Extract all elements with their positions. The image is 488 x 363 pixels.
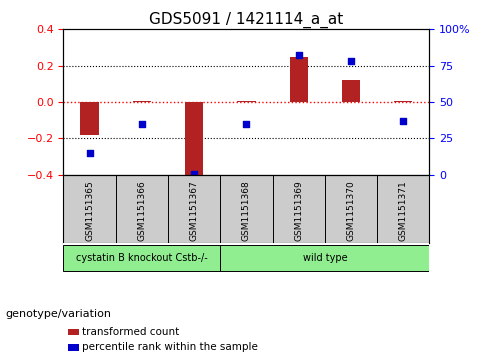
Bar	[185, 102, 203, 177]
Bar	[81, 102, 99, 135]
FancyBboxPatch shape	[63, 245, 220, 271]
FancyBboxPatch shape	[220, 245, 429, 271]
Text: percentile rank within the sample: percentile rank within the sample	[82, 342, 258, 352]
Bar	[289, 57, 308, 102]
Text: GSM1151370: GSM1151370	[346, 180, 356, 241]
Bar	[342, 80, 360, 102]
Text: GSM1151369: GSM1151369	[294, 180, 303, 241]
Bar	[394, 101, 412, 102]
Text: GSM1151366: GSM1151366	[137, 180, 146, 241]
Title: GDS5091 / 1421114_a_at: GDS5091 / 1421114_a_at	[149, 12, 344, 28]
Text: transformed count: transformed count	[82, 327, 179, 337]
Point	[399, 118, 407, 124]
Text: genotype/variation: genotype/variation	[5, 309, 111, 319]
Text: wild type: wild type	[303, 253, 347, 263]
Point	[86, 150, 94, 156]
Text: GSM1151368: GSM1151368	[242, 180, 251, 241]
Bar	[237, 101, 256, 102]
Point	[190, 171, 198, 176]
Text: GSM1151371: GSM1151371	[399, 180, 408, 241]
Text: GSM1151367: GSM1151367	[190, 180, 199, 241]
Point	[138, 121, 146, 127]
Bar	[133, 101, 151, 102]
Point	[295, 52, 303, 58]
Text: cystatin B knockout Cstb-/-: cystatin B knockout Cstb-/-	[76, 253, 208, 263]
Text: GSM1151365: GSM1151365	[85, 180, 94, 241]
Point	[347, 58, 355, 64]
Point	[243, 121, 250, 127]
